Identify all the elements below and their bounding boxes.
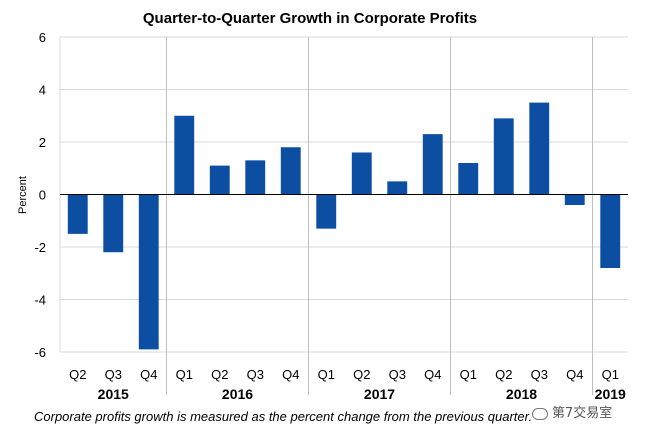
x-tick-label: Q3 bbox=[247, 367, 264, 382]
watermark: 第7交易室 bbox=[532, 402, 612, 421]
bar bbox=[564, 194, 585, 205]
x-tick-label: Q2 bbox=[353, 367, 370, 382]
x-tick-label: Q1 bbox=[176, 367, 193, 382]
x-tick-label: Q4 bbox=[566, 367, 583, 382]
footnote: Corporate profits growth is measured as … bbox=[34, 409, 533, 424]
watermark-text: 第7交易室 bbox=[552, 406, 613, 421]
wechat-icon bbox=[532, 407, 548, 420]
chart-title: Quarter-to-Quarter Growth in Corporate P… bbox=[143, 10, 477, 27]
y-tick-label: -2 bbox=[34, 240, 46, 255]
x-tick-label: Q4 bbox=[140, 367, 157, 382]
bar bbox=[138, 194, 159, 350]
x-tick-label: Q4 bbox=[424, 367, 441, 382]
year-label: 2018 bbox=[506, 386, 537, 402]
y-tick-label: 6 bbox=[39, 30, 46, 45]
x-tick-label: Q1 bbox=[602, 367, 619, 382]
bar bbox=[387, 181, 408, 195]
x-tick-label: Q2 bbox=[495, 367, 512, 382]
bar bbox=[529, 102, 550, 195]
year-label: 2017 bbox=[364, 386, 395, 402]
y-tick-label: 4 bbox=[39, 83, 46, 98]
year-dividers bbox=[166, 37, 593, 395]
bars bbox=[67, 102, 621, 350]
year-label: 2019 bbox=[595, 386, 626, 402]
year-labels: 2015 2016 2017 2018 2019 bbox=[98, 386, 626, 402]
x-tick-labels: Q2 Q3 Q4 Q1 Q2 Q3 Q4 Q1 Q2 Q3 Q4 Q1 Q2 Q3 Q4 Q1 bbox=[69, 367, 619, 382]
bar bbox=[351, 152, 372, 195]
bar bbox=[600, 194, 621, 268]
x-tick-label: Q2 bbox=[69, 367, 86, 382]
y-tick-label: 0 bbox=[39, 188, 46, 203]
year-label: 2015 bbox=[98, 386, 129, 402]
y-tick-label: 2 bbox=[39, 135, 46, 150]
year-label: 2016 bbox=[222, 386, 253, 402]
bar bbox=[209, 165, 230, 195]
x-tick-label: Q3 bbox=[531, 367, 548, 382]
bar bbox=[422, 134, 443, 195]
bar bbox=[316, 194, 337, 229]
x-tick-label: Q4 bbox=[282, 367, 299, 382]
y-tick-label: -6 bbox=[34, 345, 46, 360]
bar bbox=[174, 115, 195, 195]
bar bbox=[493, 118, 514, 195]
bar bbox=[458, 163, 479, 195]
x-tick-label: Q3 bbox=[105, 367, 122, 382]
bar bbox=[280, 147, 301, 195]
bar bbox=[67, 194, 88, 234]
bar bbox=[245, 160, 266, 195]
y-axis-label: Percent bbox=[17, 176, 29, 214]
x-tick-label: Q1 bbox=[460, 367, 477, 382]
x-tick-label: Q3 bbox=[389, 367, 406, 382]
x-tick-label: Q1 bbox=[318, 367, 335, 382]
y-tick-label: -4 bbox=[34, 293, 46, 308]
bar bbox=[103, 194, 124, 253]
y-tick-labels: 6 4 2 0 -2 -4 -6 bbox=[34, 30, 46, 360]
x-tick-label: Q2 bbox=[211, 367, 228, 382]
